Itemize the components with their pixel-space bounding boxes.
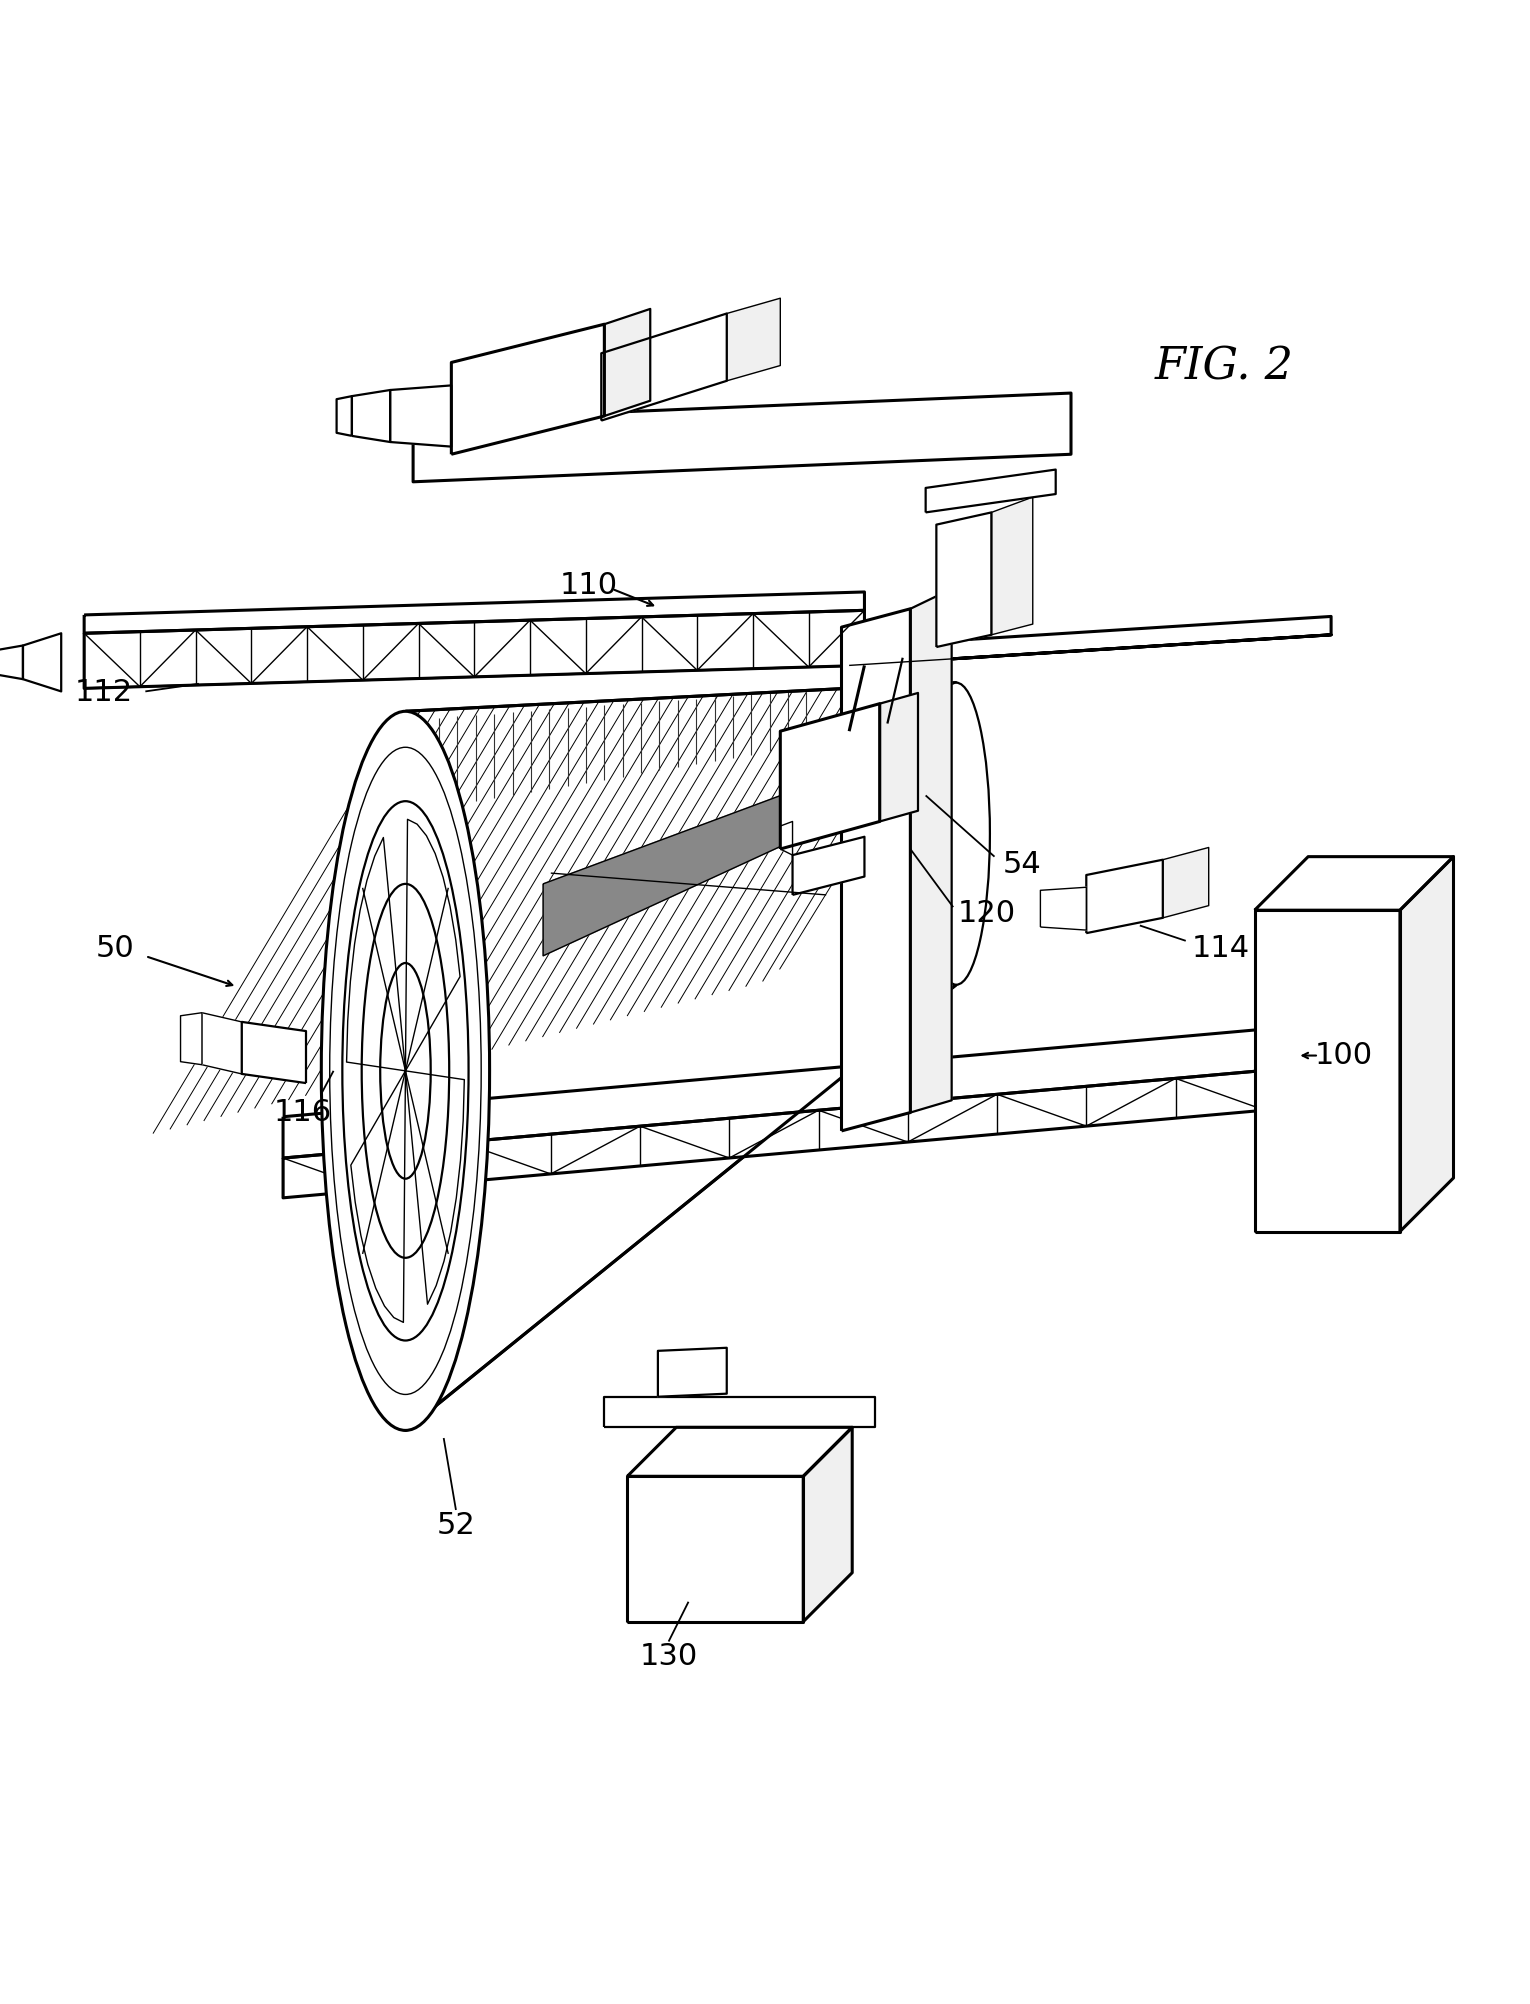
Polygon shape — [347, 838, 405, 1070]
Text: 54: 54 — [1002, 850, 1042, 880]
Text: FIG. 2: FIG. 2 — [1155, 345, 1293, 389]
Polygon shape — [283, 1062, 1354, 1198]
Polygon shape — [283, 1022, 1354, 1158]
Text: 112: 112 — [75, 679, 133, 707]
Text: 130: 130 — [640, 1643, 698, 1671]
Polygon shape — [658, 1349, 727, 1397]
Polygon shape — [780, 703, 880, 850]
Polygon shape — [1255, 910, 1400, 1232]
Text: 114: 114 — [1192, 934, 1250, 964]
Polygon shape — [1400, 856, 1454, 1232]
Text: 110: 110 — [560, 571, 618, 601]
Polygon shape — [202, 1012, 242, 1074]
Text: 120: 120 — [958, 898, 1016, 928]
Text: 52: 52 — [436, 1511, 476, 1539]
Polygon shape — [1086, 860, 1163, 934]
Polygon shape — [405, 820, 461, 1070]
Polygon shape — [926, 469, 1056, 513]
Ellipse shape — [321, 711, 490, 1431]
Polygon shape — [1255, 856, 1454, 910]
Polygon shape — [991, 497, 1033, 635]
Polygon shape — [84, 591, 864, 633]
Polygon shape — [627, 1477, 803, 1621]
Polygon shape — [604, 309, 650, 417]
Polygon shape — [849, 617, 1331, 665]
Polygon shape — [543, 733, 949, 956]
Text: 50: 50 — [95, 934, 135, 964]
Polygon shape — [413, 393, 1071, 481]
Polygon shape — [242, 1022, 306, 1082]
Text: 100: 100 — [1314, 1040, 1372, 1070]
Polygon shape — [849, 635, 1331, 665]
Polygon shape — [451, 325, 604, 455]
Polygon shape — [793, 838, 864, 896]
Polygon shape — [405, 1070, 464, 1305]
Polygon shape — [601, 313, 727, 421]
Ellipse shape — [923, 683, 990, 984]
Polygon shape — [780, 822, 793, 856]
Polygon shape — [727, 299, 780, 381]
Polygon shape — [1163, 848, 1209, 918]
Polygon shape — [84, 611, 864, 687]
Polygon shape — [803, 1427, 852, 1621]
Polygon shape — [405, 683, 956, 1431]
Polygon shape — [604, 1397, 875, 1427]
Polygon shape — [936, 513, 991, 647]
Polygon shape — [181, 1012, 202, 1064]
Text: 116: 116 — [274, 1098, 332, 1126]
Polygon shape — [842, 609, 910, 1130]
Polygon shape — [910, 589, 952, 1112]
Polygon shape — [0, 645, 23, 679]
Polygon shape — [880, 693, 918, 822]
Polygon shape — [350, 1070, 405, 1323]
Polygon shape — [1040, 888, 1086, 930]
Polygon shape — [627, 1427, 852, 1477]
Polygon shape — [23, 633, 61, 691]
Polygon shape — [352, 391, 390, 443]
Polygon shape — [337, 397, 352, 437]
Polygon shape — [390, 385, 451, 447]
